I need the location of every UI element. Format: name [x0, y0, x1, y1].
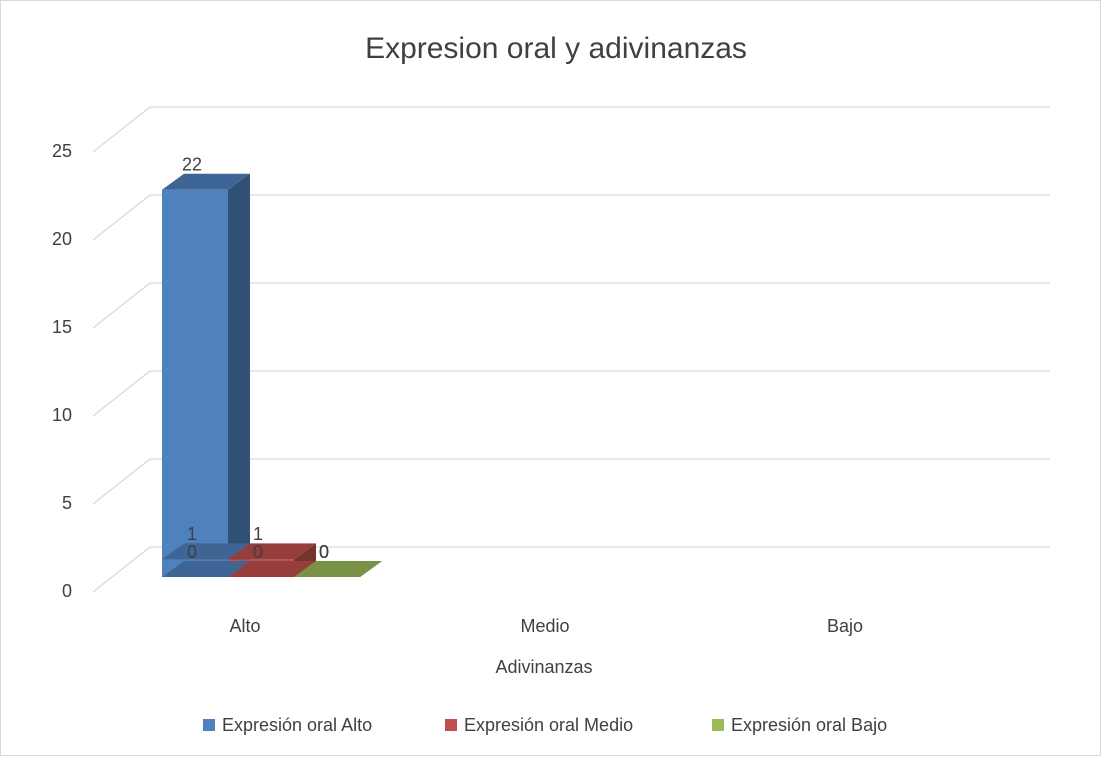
legend-swatch: [445, 719, 457, 731]
x-tick-label: Medio: [520, 616, 569, 636]
bar-top: [162, 561, 250, 577]
bar-front: [162, 189, 228, 578]
bar: [162, 173, 250, 578]
grid-line: [92, 458, 1050, 505]
grid-line: [92, 546, 1050, 593]
data-label: 22: [182, 155, 202, 175]
data-label: 0: [319, 542, 329, 562]
legend-swatch: [203, 719, 215, 731]
data-label: 1: [187, 524, 197, 544]
y-tick-label: 20: [52, 229, 72, 249]
bar-top: [228, 561, 316, 577]
chart-title: Expresion oral y adivinanzas: [365, 32, 747, 65]
data-label: 0: [319, 542, 329, 562]
grid-line: [92, 282, 1050, 329]
bar-top: [162, 543, 250, 560]
legend-swatch: [712, 719, 724, 731]
bar-side: [228, 173, 250, 578]
legend-label: Expresión oral Medio: [464, 715, 633, 735]
grid-line: [92, 106, 1050, 153]
data-label: 0: [253, 542, 263, 562]
data-label: 1: [253, 524, 263, 544]
bar: [294, 561, 382, 577]
bar-top: [228, 543, 316, 560]
legend-label: Expresión oral Alto: [222, 715, 372, 735]
y-tick-label: 25: [52, 141, 72, 161]
x-axis-title: Adivinanzas: [495, 657, 592, 677]
bar: [228, 561, 316, 577]
y-tick-label: 15: [52, 317, 72, 337]
grid-line: [92, 370, 1050, 417]
y-tick-label: 5: [62, 493, 72, 513]
data-label: 0: [319, 542, 329, 562]
y-tick-label: 10: [52, 405, 72, 425]
x-tick-label: Bajo: [827, 616, 863, 636]
bar-top: [294, 561, 382, 577]
y-tick-label: 0: [62, 581, 72, 601]
x-tick-label: Alto: [229, 616, 260, 636]
data-label: 0: [187, 542, 197, 562]
grid-line: [92, 194, 1050, 241]
bar-top: [162, 173, 250, 190]
bar: [162, 561, 250, 577]
legend-label: Expresión oral Bajo: [731, 715, 887, 735]
